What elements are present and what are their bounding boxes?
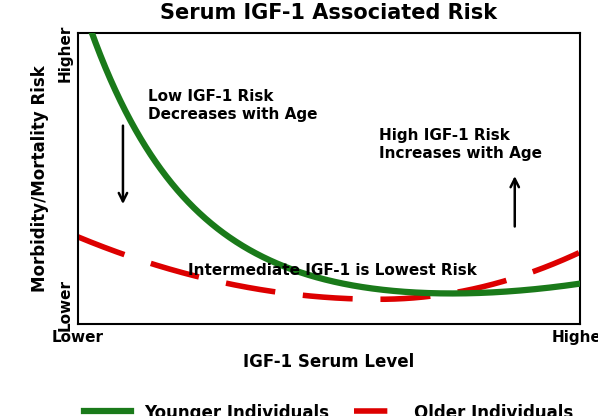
X-axis label: IGF-1 Serum Level: IGF-1 Serum Level: [243, 353, 414, 371]
Y-axis label: Morbidity/Mortality Risk: Morbidity/Mortality Risk: [31, 65, 49, 292]
Legend: Younger Individuals, Older Individuals: Younger Individuals, Older Individuals: [78, 397, 580, 416]
Text: Intermediate IGF-1 is Lowest Risk: Intermediate IGF-1 is Lowest Risk: [188, 263, 477, 278]
Text: High IGF-1 Risk
Increases with Age: High IGF-1 Risk Increases with Age: [379, 129, 542, 161]
Text: Low IGF-1 Risk
Decreases with Age: Low IGF-1 Risk Decreases with Age: [148, 89, 318, 121]
Title: Serum IGF-1 Associated Risk: Serum IGF-1 Associated Risk: [160, 3, 498, 23]
